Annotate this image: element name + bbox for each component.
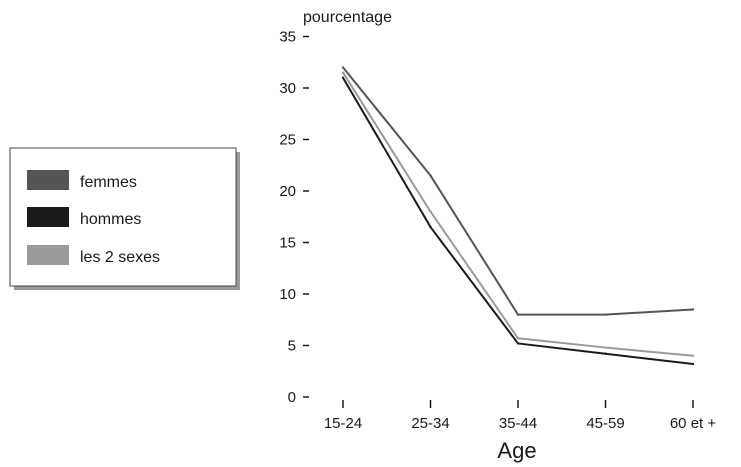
y-tick-label: 0 <box>288 389 296 406</box>
data-point <box>516 313 520 316</box>
x-tick-label: 45-59 <box>586 415 624 432</box>
y-tick-label: 15 <box>279 235 296 252</box>
data-point <box>341 76 345 79</box>
legend-swatch-les-2-sexes <box>27 245 69 265</box>
data-point <box>429 174 432 177</box>
y-axis: 0 5 10 15 20 25 30 35 <box>279 29 309 406</box>
series-line-femmes <box>342 66 694 316</box>
x-tick-label: 25-34 <box>411 415 449 432</box>
data-point <box>604 346 607 349</box>
data-point <box>604 352 607 355</box>
legend-label-les-2-sexes: les 2 sexes <box>80 249 160 266</box>
data-point <box>429 210 432 213</box>
data-point <box>691 362 695 366</box>
data-point <box>604 313 607 316</box>
x-tick-label: 60 et + <box>670 415 717 432</box>
data-point <box>516 337 520 340</box>
series-layer <box>341 66 695 366</box>
legend-label-hommes: hommes <box>80 211 141 228</box>
x-tick-label: 15-24 <box>324 415 362 432</box>
legend-label-femmes: femmes <box>80 174 137 191</box>
y-tick-label: 35 <box>279 29 296 46</box>
y-tick-label: 30 <box>279 80 296 97</box>
x-tick-label: 35-44 <box>499 415 537 432</box>
series-line-hommes <box>342 77 694 366</box>
y-tick-label: 5 <box>288 338 296 355</box>
data-point <box>691 354 695 357</box>
x-axis-title: Age <box>497 438 536 463</box>
x-axis: 15-24 25-34 35-44 45-59 60 et + <box>324 400 717 432</box>
y-tick-label: 25 <box>279 132 296 149</box>
y-tick-label: 10 <box>279 286 296 303</box>
y-axis-title: pourcentage <box>303 9 392 26</box>
data-point <box>341 66 345 69</box>
legend-swatch-hommes <box>27 207 69 227</box>
data-point <box>691 308 695 311</box>
data-point <box>429 225 432 229</box>
y-tick-label: 20 <box>279 183 296 200</box>
data-point <box>516 342 520 345</box>
legend: femmes hommes les 2 sexes <box>9 147 240 290</box>
data-point <box>341 71 345 74</box>
legend-swatch-femmes <box>27 170 69 190</box>
